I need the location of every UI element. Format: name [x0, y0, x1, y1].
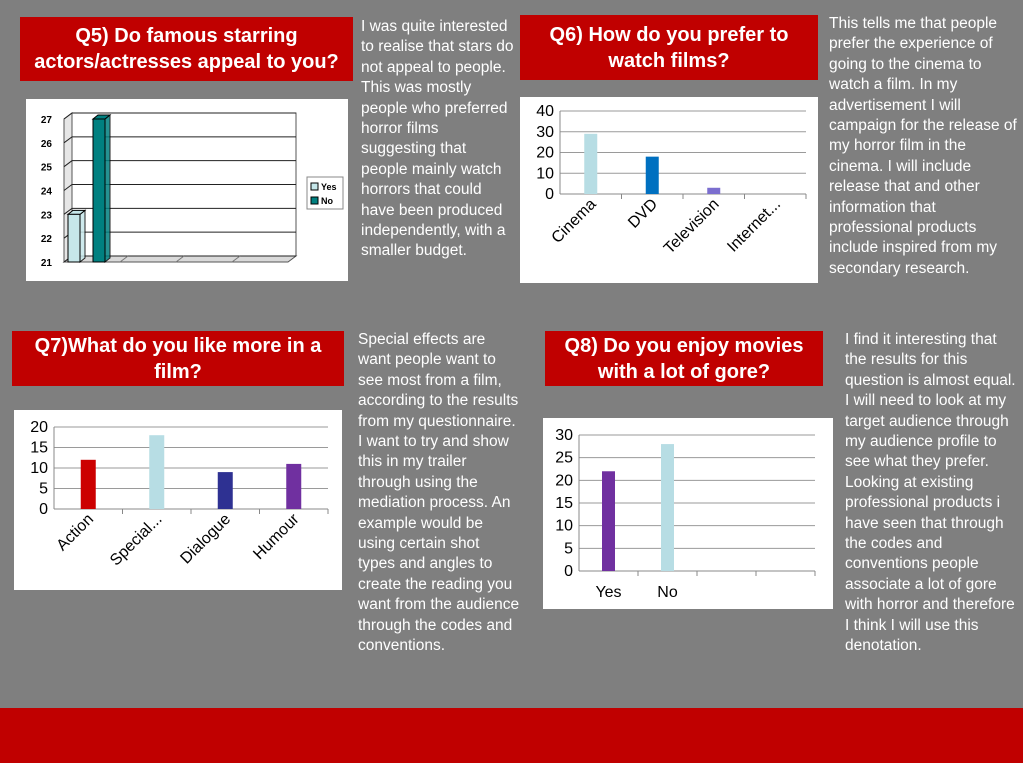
floor-divider	[175, 255, 185, 263]
x-tick-label: Cinema	[549, 196, 600, 247]
y-tick-label: 15	[30, 440, 48, 457]
x-tick-label: Internet...	[724, 196, 784, 256]
y-tick-label: 26	[41, 139, 53, 150]
y-tick-label: 15	[555, 495, 573, 512]
legend-label-no: No	[321, 196, 333, 206]
x-tick-label: Humour	[250, 510, 303, 563]
y-tick-label: 20	[30, 419, 48, 436]
floor-divider	[231, 255, 241, 263]
bar-television	[707, 187, 721, 194]
q8-title: Q8) Do you enjoy movies with a lot of go…	[545, 331, 823, 386]
y-tick-label: 10	[536, 165, 554, 182]
floor-divider	[119, 255, 129, 263]
q8-chart: 0 5 10 15 20 25 30 Yes No	[543, 418, 833, 609]
q5-text: I was quite interested to realise that s…	[361, 18, 514, 260]
q7-text: Special effects are want people want to …	[358, 331, 520, 655]
y-tick-label: 24	[41, 187, 53, 198]
bar-yes	[66, 209, 87, 264]
bar-no	[661, 444, 674, 571]
q6-text: This tells me that people prefer the exp…	[829, 15, 1017, 277]
x-tick-label: Yes	[595, 584, 621, 601]
y-tick-label: 10	[555, 518, 573, 535]
gridline	[63, 184, 296, 191]
q5-chart: 21 22 23 24 25 26 27 Yes No	[26, 99, 348, 281]
y-tick-label: 0	[39, 501, 48, 518]
gridline	[63, 112, 296, 120]
bar-cinema	[584, 133, 598, 194]
x-tick-label: Television	[661, 196, 723, 258]
q8-chart-svg: 0 5 10 15 20 25 30 Yes No	[555, 427, 816, 601]
bar-special	[149, 435, 165, 509]
y-tick-label: 40	[536, 103, 554, 120]
y-tick-label: 30	[555, 427, 573, 444]
y-tick-label: 10	[30, 460, 48, 477]
bar-yes	[602, 471, 615, 571]
q6-title: Q6) How do you prefer to watch films?	[520, 15, 818, 80]
x-tick-label: Dialogue	[177, 511, 234, 568]
x-tick-label: Special...	[107, 511, 166, 570]
bar-dialogue	[217, 472, 233, 509]
footer-bar	[0, 708, 1023, 763]
y-tick-label: 30	[536, 124, 554, 141]
q6-chart-svg: 0 10 20 30 40 Cinema DVD Television Internet...	[536, 103, 807, 258]
bar-dvd	[645, 156, 659, 194]
legend-label-yes: Yes	[321, 182, 337, 192]
x-tick-label: Action	[54, 511, 97, 554]
gridline	[63, 160, 296, 168]
x-tick-label: DVD	[625, 196, 661, 232]
gridline	[63, 207, 296, 215]
gridline	[63, 136, 296, 144]
y-tick-label: 21	[41, 258, 53, 269]
y-tick-label: 0	[545, 186, 554, 203]
bar-action	[80, 459, 96, 509]
y-tick-label: 23	[41, 210, 53, 221]
y-tick-label: 22	[41, 234, 53, 245]
y-tick-label: 25	[555, 450, 573, 467]
legend-swatch-no	[310, 196, 319, 205]
y-tick-label: 20	[555, 472, 573, 489]
q7-chart: 0 5 10 15 20 Action Special... Dialogue Humour	[14, 410, 342, 590]
q7-title: Q7)What do you like more in a film?	[12, 331, 344, 386]
y-tick-label: 0	[564, 563, 573, 580]
q5-chart-svg: 21 22 23 24 25 26 27 Yes No	[41, 112, 344, 269]
y-tick-label: 5	[564, 540, 573, 557]
q5-title: Q5) Do famous starring actors/actresses …	[20, 17, 353, 81]
bar-no	[91, 113, 112, 264]
q7-chart-svg: 0 5 10 15 20 Action Special... Dialogue Humour	[30, 419, 329, 570]
q8-text: I find it interesting that the results f…	[845, 331, 1016, 655]
y-tick-label: 20	[536, 145, 554, 162]
bar-humour	[286, 463, 302, 509]
y-tick-label: 25	[41, 163, 53, 174]
y-tick-label: 27	[41, 115, 53, 126]
y-tick-label: 5	[39, 481, 48, 498]
q6-chart: 0 10 20 30 40 Cinema DVD Television Internet...	[520, 97, 818, 283]
legend-swatch-yes	[310, 182, 319, 191]
x-tick-label: No	[657, 584, 678, 601]
